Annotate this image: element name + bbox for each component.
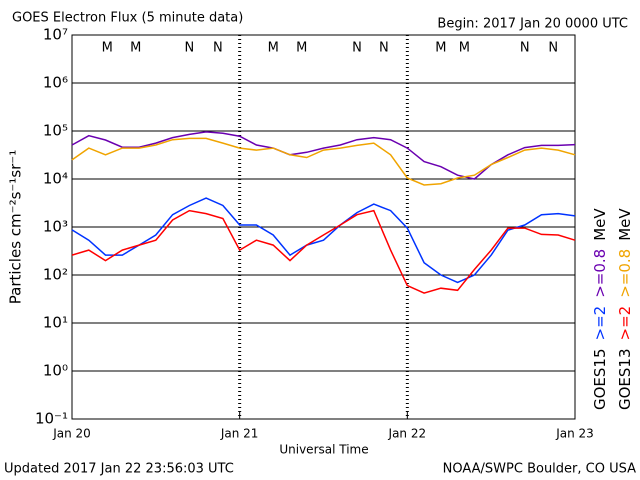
- y-tick-label: 10²: [43, 266, 68, 284]
- orbit-marker: N: [352, 41, 362, 56]
- orbit-marker: N: [184, 41, 194, 56]
- x-tick-label: Jan 23: [555, 427, 594, 441]
- legend-entry: >=0.8: [616, 249, 634, 298]
- legend: GOES15 >=2 >=0.8 MeV: [591, 208, 609, 410]
- y-tick-label: 10⁶: [43, 74, 68, 92]
- orbit-marker: M: [130, 41, 141, 56]
- orbit-marker: M: [102, 41, 113, 56]
- chart-subtitle: Begin: 2017 Jan 20 0000 UTC: [437, 17, 628, 32]
- orbit-marker: N: [520, 41, 530, 56]
- chart-title: GOES Electron Flux (5 minute data): [12, 11, 243, 26]
- footer-right: NOAA/SWPC Boulder, CO USA: [443, 462, 636, 477]
- orbit-marker: M: [459, 41, 470, 56]
- x-axis-label: Universal Time: [279, 443, 368, 457]
- orbit-marker: N: [548, 41, 558, 56]
- x-tick-label: Jan 22: [388, 427, 427, 441]
- series-line: [71, 209, 576, 294]
- orbit-marker: M: [435, 41, 446, 56]
- legend-entry: >=2: [616, 306, 634, 341]
- legend-entry: >=2: [591, 306, 609, 341]
- legend-unit: MeV: [616, 208, 634, 241]
- y-tick-label: 10³: [43, 218, 68, 236]
- x-tick-label: Jan 21: [220, 427, 259, 441]
- y-tick-label: 10⁷: [43, 26, 68, 44]
- series-line: [71, 137, 576, 186]
- legend-entry: >=0.8: [591, 249, 609, 298]
- legend-group: GOES13: [616, 348, 634, 410]
- x-tick-label: Jan 20: [52, 427, 91, 441]
- legend: GOES13 >=2 >=0.8 MeV: [616, 208, 634, 410]
- series-line: [71, 197, 576, 284]
- orbit-marker: N: [213, 41, 223, 56]
- y-axis-label: Particles cm⁻²s⁻¹sr⁻¹: [7, 150, 25, 304]
- orbit-marker: N: [379, 41, 389, 56]
- y-tick-label: 10⁵: [43, 122, 68, 140]
- y-tick-label: 10⁴: [43, 170, 68, 188]
- legend-unit: MeV: [591, 208, 609, 241]
- legend-group: GOES15: [591, 348, 609, 410]
- orbit-marker: M: [296, 41, 307, 56]
- y-tick-label: 10⁻¹: [35, 410, 68, 428]
- y-tick-label: 10¹: [43, 314, 68, 332]
- orbit-marker: M: [268, 41, 279, 56]
- series-line: [71, 131, 576, 180]
- y-tick-label: 10⁰: [43, 362, 68, 380]
- footer-left: Updated 2017 Jan 22 23:56:03 UTC: [4, 462, 234, 477]
